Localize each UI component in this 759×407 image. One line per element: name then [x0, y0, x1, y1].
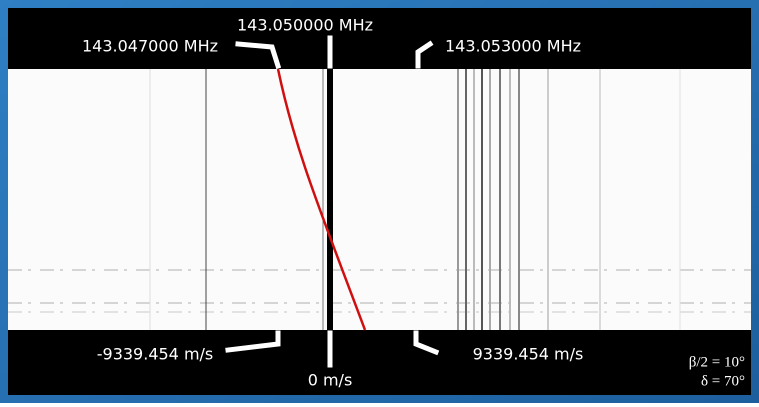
velocity-label: 0 m/s — [308, 371, 353, 390]
top-band — [8, 8, 751, 69]
leaders — [225, 35, 440, 368]
frequency-label: 143.047000 MHz — [82, 37, 218, 56]
velocity-label: 9339.454 m/s — [473, 345, 584, 364]
velocity-label: -9339.454 m/s — [97, 345, 214, 364]
spectrogram — [8, 68, 751, 331]
bottom-band — [8, 330, 751, 395]
frequency-label: 143.050000 MHz — [237, 16, 373, 35]
parameter: β/2 = 10° — [689, 354, 745, 370]
frequency-label: 143.053000 MHz — [445, 37, 581, 56]
parameter: δ = 70° — [701, 373, 745, 389]
